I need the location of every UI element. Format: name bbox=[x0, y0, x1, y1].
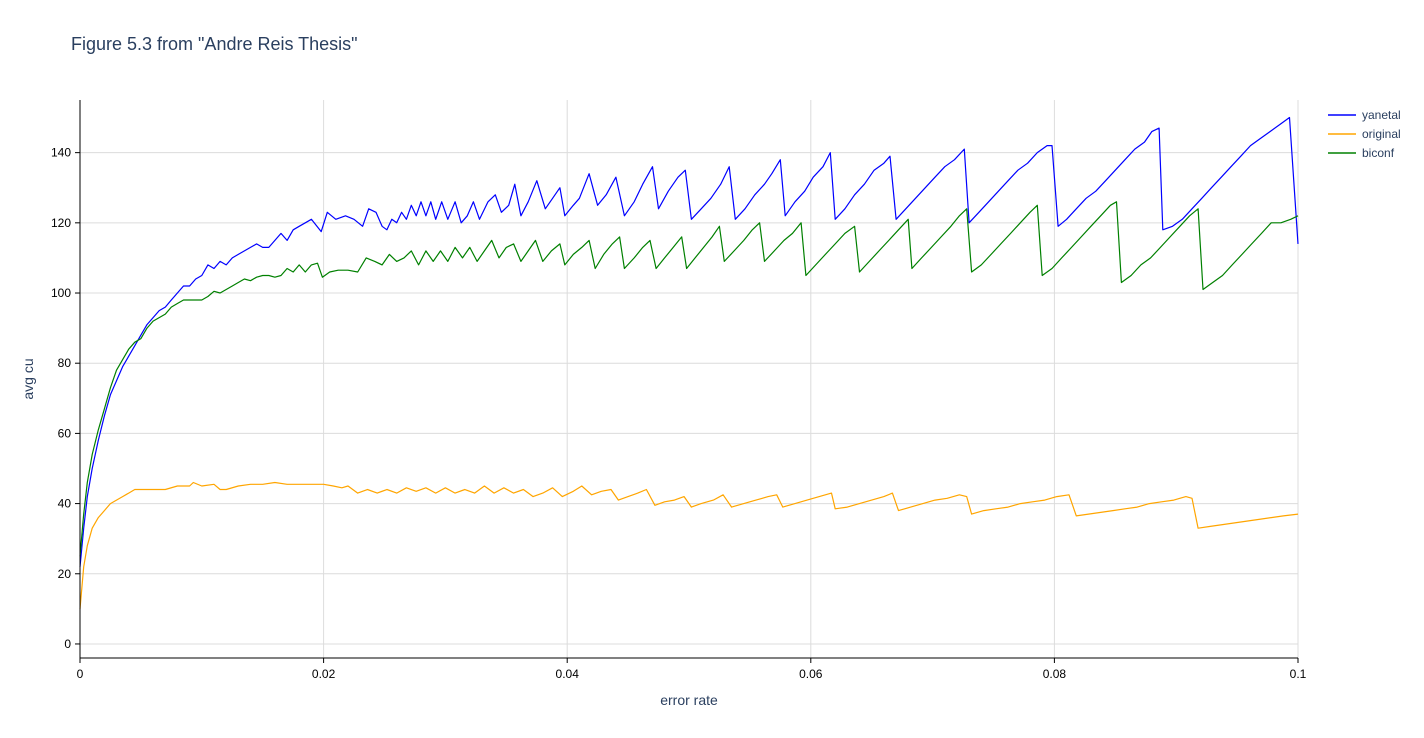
y-tick-label: 140 bbox=[51, 146, 71, 160]
y-tick-label: 120 bbox=[51, 216, 71, 230]
y-axis-title: avg cu bbox=[20, 358, 36, 399]
y-tick-label: 0 bbox=[64, 637, 71, 651]
series-line-original bbox=[79, 481, 1299, 609]
legend[interactable]: yanetal original biconf bbox=[1328, 108, 1401, 160]
series-line-biconf bbox=[79, 201, 1299, 557]
plot-area bbox=[79, 116, 1299, 609]
y-tick-label: 60 bbox=[58, 426, 72, 440]
x-tick-label: 0.06 bbox=[799, 667, 823, 681]
y-tick-label: 20 bbox=[58, 567, 72, 581]
y-tick-label: 80 bbox=[58, 356, 72, 370]
legend-label: yanetal bbox=[1362, 108, 1401, 122]
legend-item-original[interactable]: original bbox=[1328, 127, 1401, 141]
legend-item-yanetal[interactable]: yanetal bbox=[1328, 108, 1401, 122]
y-tick-label: 100 bbox=[51, 286, 71, 300]
legend-item-biconf[interactable]: biconf bbox=[1328, 146, 1395, 160]
x-tick-label: 0.02 bbox=[312, 667, 336, 681]
series-line-yanetal bbox=[79, 116, 1299, 567]
chart-title: Figure 5.3 from "Andre Reis Thesis" bbox=[71, 34, 358, 54]
y-axis-ticks: 0 20 40 60 80 100 120 140 bbox=[51, 146, 80, 651]
x-tick-label: 0 bbox=[77, 667, 84, 681]
legend-label: original bbox=[1362, 127, 1401, 141]
x-tick-label: 0.1 bbox=[1290, 667, 1307, 681]
x-tick-label: 0.08 bbox=[1043, 667, 1067, 681]
grid bbox=[80, 100, 1299, 658]
y-tick-label: 40 bbox=[58, 497, 72, 511]
legend-label: biconf bbox=[1362, 146, 1395, 160]
x-axis-title: error rate bbox=[660, 692, 718, 708]
x-axis-ticks: 0 0.02 0.04 0.06 0.08 0.1 bbox=[77, 658, 1307, 681]
x-tick-label: 0.04 bbox=[556, 667, 580, 681]
